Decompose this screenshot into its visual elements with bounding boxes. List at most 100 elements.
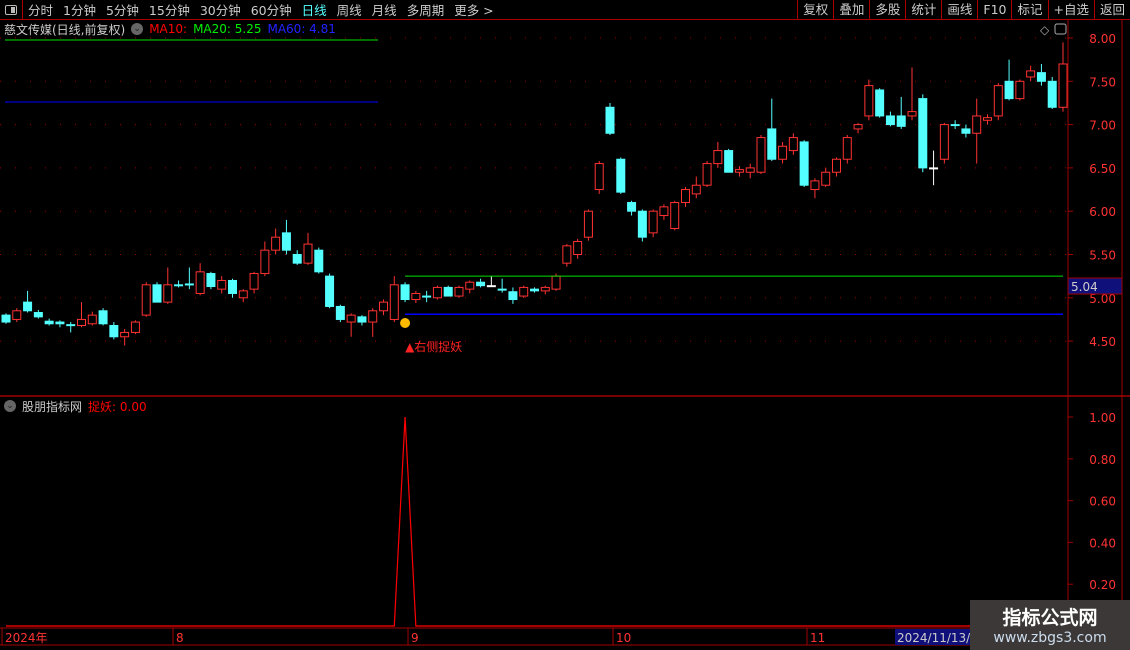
toolbar-button[interactable]: F10	[977, 0, 1011, 20]
candle-body	[400, 284, 410, 301]
candle-body	[864, 85, 874, 117]
watermark-title: 指标公式网	[1002, 607, 1098, 629]
candle-body	[745, 167, 755, 173]
price-tick-label: 5.00	[1089, 292, 1116, 306]
candle-body	[519, 286, 529, 297]
period-tab[interactable]: 15分钟	[148, 3, 190, 18]
date-label: 11	[810, 631, 825, 645]
toolbar-button[interactable]: 多股	[869, 0, 905, 20]
toolbar-button[interactable]: 标记	[1011, 0, 1047, 20]
candle-body	[788, 137, 798, 152]
signal-marker-icon	[400, 318, 411, 328]
period-tab[interactable]: 日线	[301, 3, 327, 18]
period-tab[interactable]: 月线	[371, 3, 397, 18]
period-tab[interactable]: 60分钟	[250, 3, 292, 18]
candle-body	[799, 141, 809, 186]
indicator-tick-label: 0.80	[1089, 453, 1116, 467]
candle-body	[206, 273, 216, 288]
date-label: 2024年	[5, 631, 48, 645]
candle-body	[335, 305, 345, 320]
candle-body	[972, 115, 982, 134]
candle-body	[141, 284, 151, 316]
indicator-tick-label: 0.60	[1089, 495, 1116, 509]
candle-body	[195, 271, 205, 294]
date-label: 9	[411, 631, 419, 645]
expand-legend-icon[interactable]: ⌄	[131, 23, 144, 35]
candle-body	[1036, 72, 1046, 82]
indicator-line	[6, 416, 1063, 627]
candle-body	[594, 163, 604, 191]
ma60-label: MA60: 4.81	[267, 22, 336, 36]
diamond-icon: ◇	[1040, 23, 1050, 37]
ma10-label: MA10:	[149, 22, 188, 36]
toolbar-button[interactable]: 统计	[905, 0, 941, 20]
toolbar-button[interactable]: 画线	[941, 0, 977, 20]
layout-toggle-button[interactable]	[0, 0, 23, 20]
candle-body	[87, 314, 97, 325]
candle-body	[184, 283, 194, 286]
candle-body	[66, 324, 76, 327]
period-tab[interactable]: 1分钟	[63, 3, 96, 18]
candle-body	[939, 124, 949, 160]
period-tab[interactable]: 多周期	[406, 3, 445, 18]
period-tab[interactable]: 分时	[28, 3, 54, 18]
candle-body	[411, 292, 421, 301]
watermark-url: www.zbgs3.com	[993, 630, 1107, 646]
candle-body	[55, 321, 65, 325]
candle-body	[918, 98, 928, 169]
toolbar: 分时 1分钟 5分钟 15分钟 30分钟 60分钟 日线 周线 月线 多周期 更多 > 复权 叠加 多股…	[0, 0, 1130, 20]
candle-body	[1, 314, 11, 323]
candle-body	[842, 137, 852, 160]
candle-body	[325, 275, 335, 307]
candle-body	[681, 189, 690, 204]
sub-legend: ⌄ 股朋指标网 捉妖: 0.00	[4, 398, 147, 414]
candle-body	[497, 288, 507, 291]
candle-body	[271, 236, 281, 251]
candle-body	[389, 284, 399, 320]
toolbar-button[interactable]: 复权	[797, 0, 833, 20]
candle-body	[896, 115, 906, 127]
cursor-price: 5.04	[1071, 280, 1098, 294]
candle-body	[98, 310, 108, 325]
candle-body	[562, 245, 572, 264]
candle-body	[832, 158, 841, 173]
candle-body	[454, 286, 464, 297]
cursor-price-box	[1067, 277, 1123, 295]
candle-body	[12, 310, 22, 320]
price-tick-label: 7.00	[1089, 119, 1116, 133]
period-tab[interactable]: 周线	[336, 3, 362, 18]
candle-body	[260, 249, 270, 275]
candle-body	[174, 284, 184, 287]
toolbar-button[interactable]: 叠加	[833, 0, 869, 20]
candle-body	[486, 285, 496, 288]
cursor-date-box	[895, 629, 973, 645]
candle-body	[637, 210, 647, 238]
price-tick-label: 4.50	[1089, 335, 1116, 349]
toolbar-button[interactable]: 返回	[1093, 0, 1130, 20]
period-tab[interactable]: 更多 >	[454, 3, 494, 18]
candle-body	[217, 279, 227, 290]
candle-body	[77, 318, 86, 327]
candle-body	[23, 301, 33, 312]
period-tab[interactable]: 30分钟	[199, 3, 241, 18]
candle-body	[33, 312, 43, 318]
candle-body	[379, 301, 388, 312]
candle-body	[767, 128, 777, 160]
candle-body	[357, 316, 367, 323]
date-label: 10	[616, 631, 631, 645]
price-tick-label: 5.50	[1089, 249, 1116, 263]
candle-body	[929, 167, 939, 170]
candle-body	[648, 210, 658, 234]
period-tab[interactable]: 5分钟	[105, 3, 139, 18]
toolbar-button[interactable]: +自选	[1047, 0, 1094, 20]
candle-body	[530, 288, 539, 292]
price-tick-label: 7.50	[1089, 75, 1116, 89]
expand-indicator-icon[interactable]: ⌄	[4, 400, 16, 412]
stock-title: 慈文传媒(日线,前复权)	[4, 22, 126, 37]
candle-body	[724, 150, 734, 173]
candle-body	[670, 202, 680, 230]
candle-body	[713, 150, 723, 165]
candle-body	[44, 320, 54, 325]
signal-label: ▲右侧捉妖	[405, 339, 462, 354]
